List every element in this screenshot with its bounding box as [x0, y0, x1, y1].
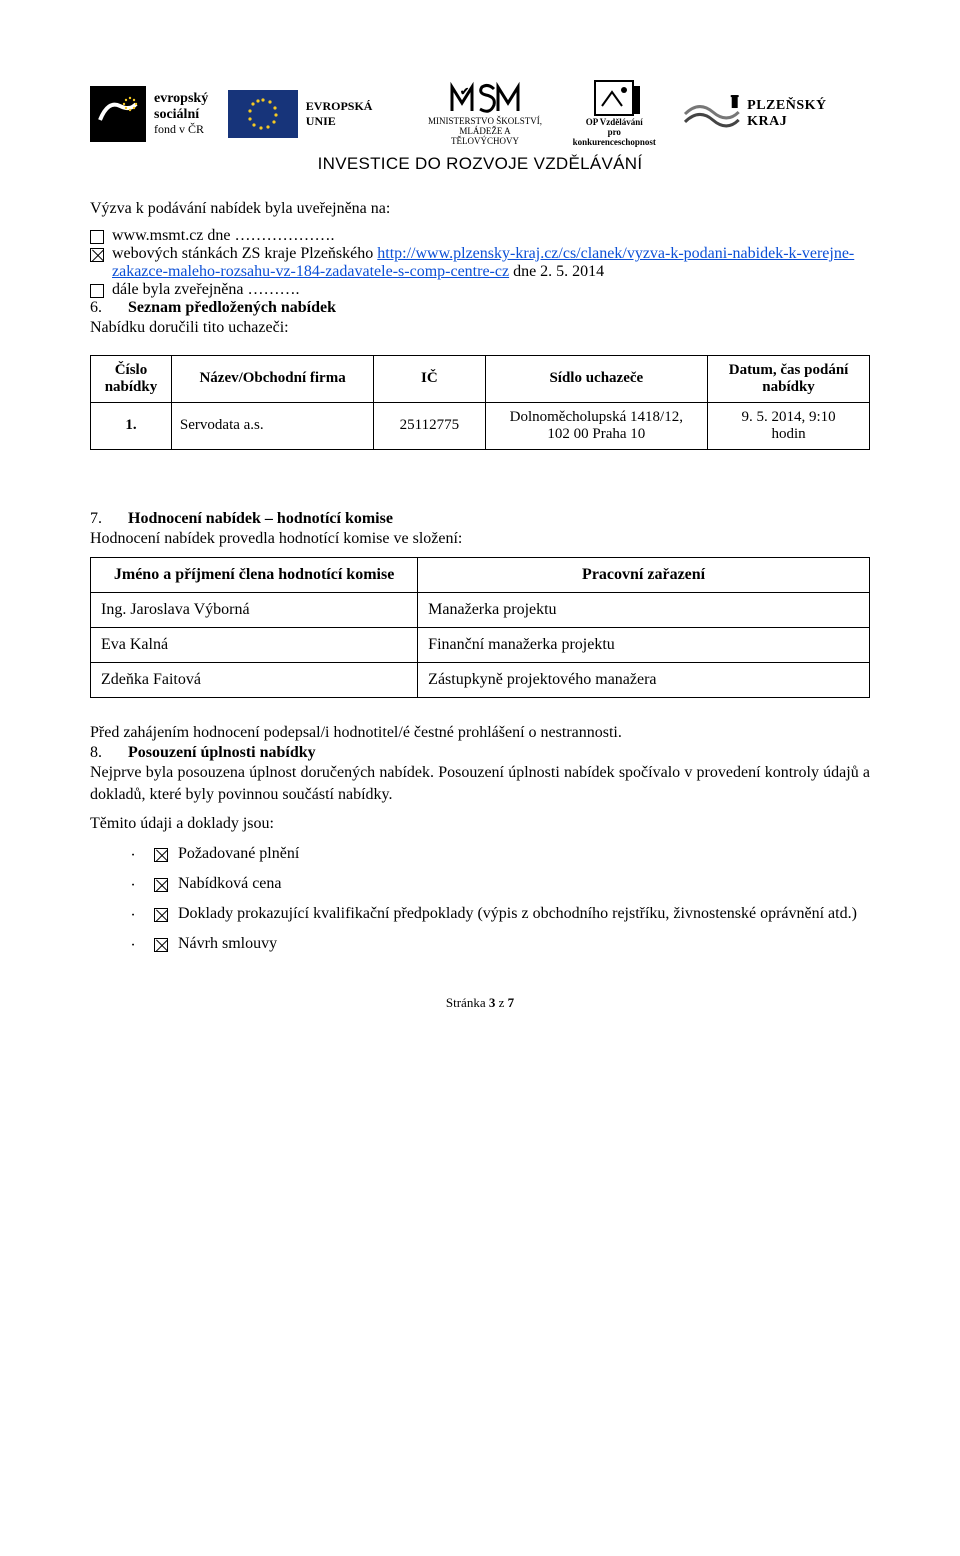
sec7-table: Jméno a příjmení člena hodnotící komise … [90, 557, 870, 698]
th-sidlo: Sídlo uchazeče [485, 355, 708, 402]
th-datum: Datum, čas podání nabídky [708, 355, 870, 402]
bullet-dot-icon: · [130, 847, 136, 865]
checkbox-unchecked-icon [90, 230, 104, 244]
footer-prefix: Stránka [446, 995, 489, 1010]
intro-line1: www.msmt.cz dne ………………. [90, 227, 870, 245]
sec7-subtitle: Hodnocení nabídek provedla hodnotící kom… [90, 528, 870, 550]
sec7-note: Před zahájením hodnocení podepsal/i hodn… [90, 722, 870, 744]
sec8-item-text: Požadované plnění [178, 845, 299, 863]
msmt-line2: MLÁDEŽE A TĚLOVÝCHOVY [425, 127, 545, 147]
sec8-item: · Požadované plnění [90, 845, 870, 865]
table-row: Ing. Jaroslava Výborná Manažerka projekt… [91, 593, 870, 628]
esf-flag-icon [90, 86, 146, 142]
td-sidlo: Dolnoměcholupská 1418/12, 102 00 Praha 1… [485, 402, 708, 449]
sec7-num: 7. [90, 510, 128, 528]
td-cislo: 1. [125, 417, 136, 433]
bullet-dot-icon: · [130, 937, 136, 955]
sec6-num: 6. [90, 299, 128, 317]
footer-of: z [495, 995, 507, 1010]
esf-logo: evropský sociální fond v ČR [90, 86, 208, 142]
intro-line3: dále byla zveřejněna ………. [90, 281, 870, 299]
sec6-heading: 6.Seznam předložených nabídek [90, 299, 870, 317]
svg-text:✔: ✔ [460, 86, 469, 98]
page-footer: Stránka 3 z 7 [90, 995, 870, 1011]
kraj-logo: PLZEŇSKÝ KRAJ [683, 94, 870, 134]
esf-line1: evropský [154, 91, 208, 106]
sec8-item: · Nabídková cena [90, 875, 870, 895]
eu-logo: EVROPSKÁ UNIE [228, 90, 405, 138]
logo-strip: evropský sociální fond v ČR EVROPSKÁ UNI… [90, 80, 870, 148]
sec8-lead: Těmito údaji a doklady jsou: [90, 813, 870, 835]
checkbox-checked-icon [154, 908, 168, 922]
td-name: Zdeňka Faitová [91, 663, 418, 698]
sec8-heading: 8.Posouzení úplnosti nabídky [90, 744, 870, 762]
esf-text: evropský sociální fond v ČR [154, 91, 208, 137]
sec8-item: · Návrh smlouvy [90, 935, 870, 955]
op-icon [594, 80, 634, 116]
sec6-table: Číslo nabídky Název/Obchodní firma IČ Sí… [90, 355, 870, 450]
footer-total: 7 [508, 995, 515, 1010]
th-nazev: Název/Obchodní firma [171, 355, 373, 402]
td-datum-l2: hodin [716, 426, 861, 443]
sec8-item: · Doklady prokazující kvalifikační předp… [90, 905, 870, 925]
table-row: Zdeňka Faitová Zástupkyně projektového m… [91, 663, 870, 698]
intro-line3-text: dále byla zveřejněna ………. [112, 281, 299, 299]
intro-line2: webových stánkách ZS kraje Plzeňského ht… [90, 245, 870, 281]
table-header-row: Číslo nabídky Název/Obchodní firma IČ Sí… [91, 355, 870, 402]
investice-tagline: INVESTICE DO ROZVOJE VZDĚLÁVÁNÍ [90, 154, 870, 174]
kraj-label: PLZEŇSKÝ KRAJ [747, 98, 870, 130]
td-role: Manažerka projektu [418, 593, 870, 628]
td-nazev: Servodata a.s. [171, 402, 373, 449]
td-role: Zástupkyně projektového manažera [418, 663, 870, 698]
esf-line2: sociální [154, 107, 199, 122]
op-line2: pro konkurenceschopnost [565, 128, 663, 148]
bullet-dot-icon: · [130, 877, 136, 895]
checkbox-checked-icon [154, 938, 168, 952]
page: evropský sociální fond v ČR EVROPSKÁ UNI… [0, 0, 960, 1051]
sec8-title: Posouzení úplnosti nabídky [128, 744, 316, 761]
table-row: 1. Servodata a.s. 25112775 Dolnoměcholup… [91, 402, 870, 449]
td-role: Finanční manažerka projektu [418, 628, 870, 663]
sec8-item-text: Nabídková cena [178, 875, 282, 893]
th-role: Pracovní zařazení [418, 558, 870, 593]
td-ic: 25112775 [374, 402, 485, 449]
table-row: Eva Kalná Finanční manažerka projektu [91, 628, 870, 663]
op-logo: OP Vzdělávání pro konkurenceschopnost [565, 80, 663, 148]
checkbox-checked-icon [90, 248, 104, 262]
td-sidlo-l2: 102 00 Praha 10 [494, 426, 700, 443]
td-name: Ing. Jaroslava Výborná [91, 593, 418, 628]
td-name: Eva Kalná [91, 628, 418, 663]
bullet-dot-icon: · [130, 907, 136, 925]
kraj-icon [683, 94, 741, 134]
intro-line2-suffix: dne 2. 5. 2014 [509, 263, 604, 280]
th-name: Jméno a příjmení člena hodnotící komise [91, 558, 418, 593]
eu-label: EVROPSKÁ UNIE [306, 99, 405, 129]
sec7-title: Hodnocení nabídek – hodnotící komise [128, 510, 393, 527]
th-cislo: Číslo nabídky [91, 355, 172, 402]
esf-line3: fond v ČR [154, 123, 208, 137]
eu-flag-icon [228, 90, 298, 138]
checkbox-checked-icon [154, 878, 168, 892]
sec7-heading: 7.Hodnocení nabídek – hodnotící komise [90, 510, 870, 528]
checkbox-unchecked-icon [90, 284, 104, 298]
td-sidlo-l1: Dolnoměcholupská 1418/12, [494, 409, 700, 426]
td-datum-l1: 9. 5. 2014, 9:10 [716, 409, 861, 426]
table-header-row: Jméno a příjmení člena hodnotící komise … [91, 558, 870, 593]
msmt-icon: ✔ [425, 81, 545, 115]
sec6-title: Seznam předložených nabídek [128, 299, 336, 316]
intro-line1-text: www.msmt.cz dne ………………. [112, 227, 335, 245]
td-datum: 9. 5. 2014, 9:10 hodin [708, 402, 870, 449]
sec8-num: 8. [90, 744, 128, 762]
intro-line2-wrap: webových stánkách ZS kraje Plzeňského ht… [112, 245, 870, 281]
intro-title: Výzva k podávání nabídek byla uveřejněna… [90, 198, 870, 220]
sec8-item-text: Doklady prokazující kvalifikační předpok… [178, 905, 870, 923]
sec8-para: Nejprve byla posouzena úplnost doručenýc… [90, 762, 870, 805]
intro-line2-prefix: webových stánkách ZS kraje Plzeňského [112, 245, 377, 262]
checkbox-checked-icon [154, 848, 168, 862]
msmt-logo: ✔ MINISTERSTVO ŠKOLSTVÍ, MLÁDEŽE A TĚLOV… [425, 81, 545, 147]
sec6-subtitle: Nabídku doručili tito uchazeči: [90, 317, 870, 339]
th-ic: IČ [374, 355, 485, 402]
sec8-item-text: Návrh smlouvy [178, 935, 277, 953]
